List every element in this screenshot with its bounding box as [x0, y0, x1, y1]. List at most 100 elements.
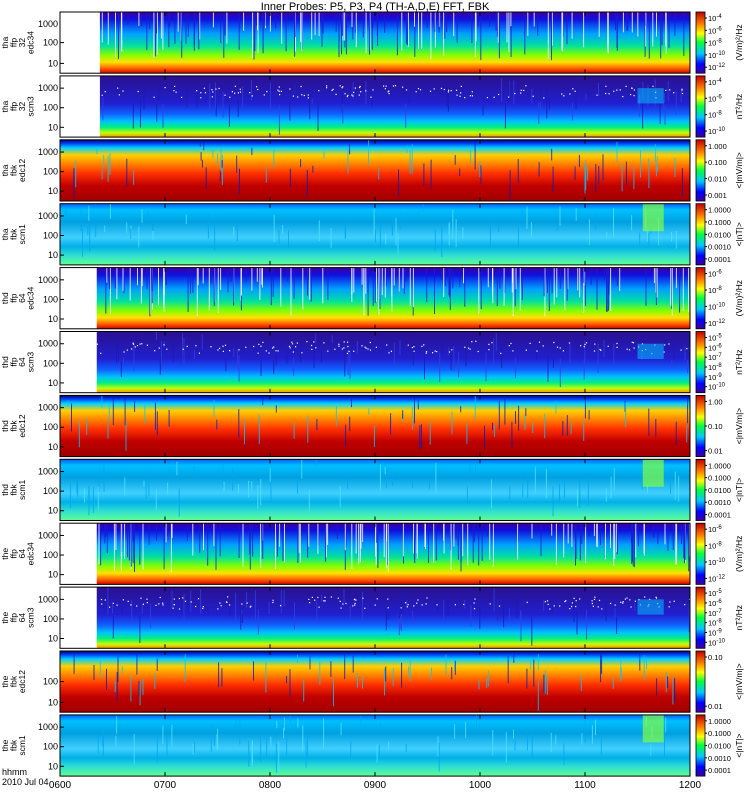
texture-streak	[120, 523, 122, 571]
noise-dot	[116, 604, 118, 606]
noise-dot	[512, 350, 514, 352]
noise-dot	[594, 343, 596, 345]
noise-dot	[400, 607, 402, 609]
texture-streak	[508, 76, 510, 103]
colorbar-tick-label: 10-10	[708, 302, 726, 311]
noise-dot	[664, 344, 666, 346]
texture-streak	[569, 343, 571, 364]
texture-streak	[362, 12, 364, 38]
texture-streak	[576, 609, 578, 635]
noise-dot	[123, 351, 125, 353]
texture-streak	[306, 169, 308, 197]
noise-dot	[231, 91, 233, 93]
texture-streak	[150, 603, 152, 629]
texture-streak	[350, 741, 352, 759]
noise-dot	[652, 85, 654, 87]
noise-dot	[388, 93, 390, 95]
texture-streak	[588, 523, 590, 537]
texture-streak	[645, 267, 647, 306]
noise-dot	[339, 600, 341, 602]
texture-streak	[345, 424, 347, 447]
texture-streak	[482, 105, 484, 116]
texture-streak	[377, 12, 379, 46]
noise-dot	[464, 346, 466, 348]
texture-streak	[73, 652, 75, 674]
texture-streak	[273, 149, 275, 167]
texture-streak	[338, 12, 340, 58]
texture-streak	[300, 159, 302, 168]
texture-streak	[171, 724, 173, 746]
texture-streak	[688, 603, 690, 632]
texture-streak	[257, 12, 258, 31]
y-tick-label: 1000	[38, 467, 58, 477]
texture-streak	[312, 165, 314, 173]
texture-streak	[613, 207, 614, 238]
texture-streak	[152, 230, 154, 241]
texture-streak	[143, 480, 145, 487]
noise-dot	[253, 345, 255, 348]
texture-streak	[388, 741, 390, 751]
noise-dot	[614, 604, 616, 606]
noise-dot	[361, 345, 363, 347]
colorbar-tick-label: 10-10	[708, 51, 726, 60]
colorbar-tick-label: 10-12	[708, 63, 726, 72]
texture-streak	[439, 352, 441, 382]
texture-streak	[424, 349, 425, 380]
noise-dot	[626, 348, 628, 350]
texture-streak	[524, 12, 526, 55]
texture-streak	[322, 12, 324, 34]
noise-dot	[569, 608, 571, 610]
noise-dot	[434, 350, 436, 352]
texture-streak	[275, 743, 277, 773]
texture-streak	[192, 743, 194, 755]
noise-dot	[471, 91, 473, 93]
texture-streak	[544, 669, 546, 694]
noise-dot	[388, 90, 390, 92]
y-tick-label: 1000	[38, 530, 58, 540]
texture-streak	[399, 213, 401, 230]
texture-streak	[487, 267, 489, 288]
texture-streak	[286, 350, 288, 364]
texture-streak	[435, 523, 437, 561]
noise-dot	[622, 96, 624, 98]
texture-streak	[265, 167, 267, 183]
texture-streak	[338, 12, 340, 27]
texture-streak	[419, 425, 421, 449]
noise-dot	[347, 94, 349, 96]
texture-streak	[438, 742, 440, 772]
texture-streak	[489, 12, 490, 27]
texture-streak	[154, 402, 156, 430]
texture-streak	[227, 267, 229, 293]
noise-dot	[112, 602, 114, 604]
texture-streak	[551, 523, 553, 536]
noise-dot	[300, 85, 302, 88]
texture-streak	[524, 414, 526, 430]
y-tick-label: 10	[48, 378, 58, 388]
noise-dot	[238, 349, 240, 351]
texture-streak	[504, 102, 506, 129]
texture-streak	[510, 12, 512, 57]
texture-streak	[671, 267, 673, 310]
texture-streak	[278, 230, 280, 245]
noise-dot	[684, 604, 686, 606]
texture-streak	[503, 600, 505, 628]
texture-streak	[107, 422, 109, 439]
texture-streak	[124, 398, 126, 426]
y-tick-label: 1000	[38, 147, 58, 157]
texture-streak	[481, 523, 483, 561]
texture-streak	[73, 168, 75, 198]
texture-streak	[441, 267, 443, 281]
texture-streak	[251, 147, 253, 156]
texture-streak	[455, 523, 457, 540]
texture-streak	[675, 421, 677, 445]
noise-dot	[386, 344, 388, 346]
texture-streak	[357, 673, 358, 688]
noise-dot	[266, 91, 268, 93]
texture-streak	[214, 735, 215, 746]
noise-dot	[237, 92, 239, 94]
noise-dot	[126, 349, 128, 351]
texture-streak	[251, 742, 253, 766]
colorbar-tick-label: 10-5	[708, 334, 722, 343]
noise-dot	[459, 95, 461, 97]
texture-streak	[381, 267, 383, 296]
